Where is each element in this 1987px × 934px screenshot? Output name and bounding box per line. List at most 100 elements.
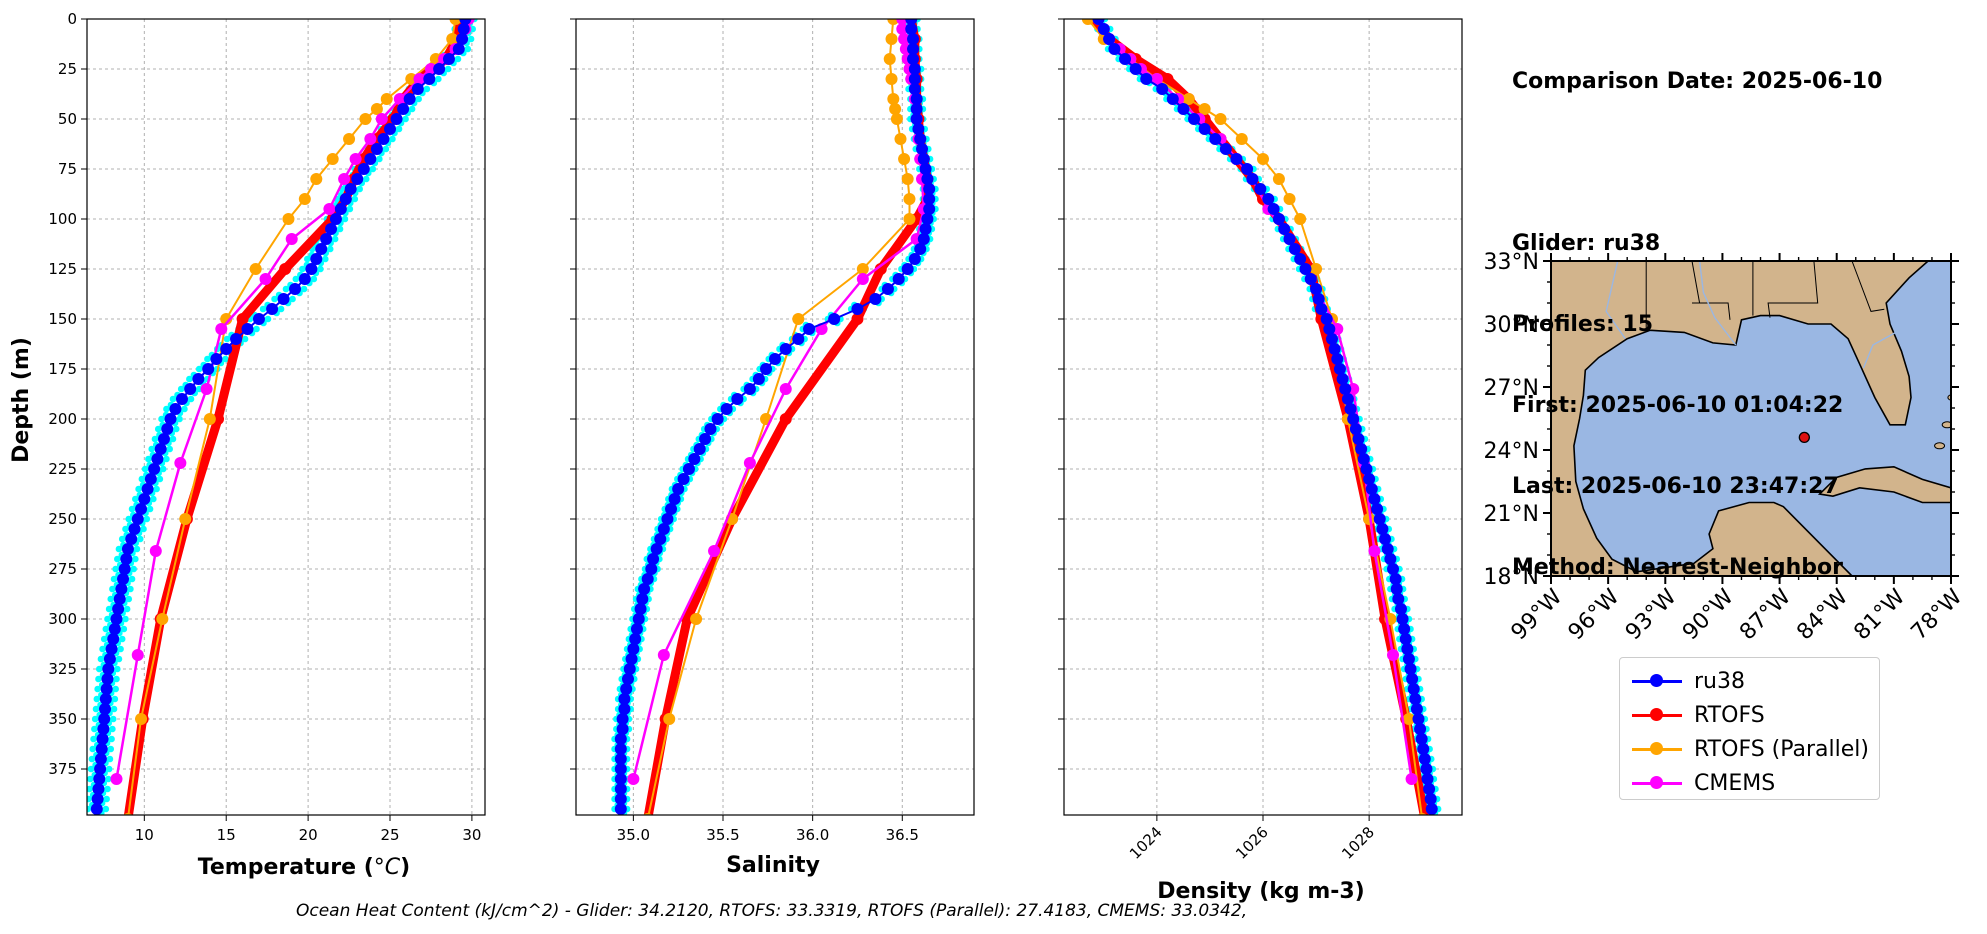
rtofs-parallel-point [1310, 263, 1323, 275]
ru38-point [1129, 63, 1142, 75]
ru38-point [138, 493, 151, 505]
glider-raw-point [111, 695, 119, 703]
temperature-panel: 0 25 50 75 100 125 150 175 200 225 250 275 300 325 350… [48, 10, 486, 844]
ru38-point [339, 193, 352, 205]
glider-raw-point [341, 215, 349, 223]
ru38-point [1333, 363, 1346, 375]
x-tick-label: 30 [462, 826, 481, 844]
glider-raw-point [130, 565, 137, 573]
ru38-point [912, 123, 925, 135]
ru38-point [1399, 633, 1412, 645]
glider-raw-point [169, 435, 177, 443]
ru38-point [630, 623, 643, 635]
ru38-point [107, 633, 120, 645]
rtofs-parallel-point [203, 413, 216, 425]
ru38-point [94, 763, 107, 775]
glider-raw-point [136, 535, 144, 543]
glider-raw-point [389, 135, 396, 143]
cmems-point [1405, 773, 1418, 785]
glider-raw-point [464, 45, 472, 53]
state-border [1851, 261, 1885, 312]
rtofs-point [779, 413, 792, 425]
rtofs-parallel-point [890, 113, 903, 125]
ru38-point [1414, 723, 1427, 735]
cmems-point [393, 93, 406, 105]
island [1934, 442, 1946, 450]
cmems-point [743, 457, 756, 469]
y-tick-label: 325 [48, 660, 77, 678]
rtofs-point [681, 613, 694, 625]
ru38-point [95, 743, 108, 755]
ru38-point [113, 593, 126, 605]
ru38-point [433, 63, 446, 75]
axes-frame [575, 18, 975, 816]
glider-raw-point [93, 695, 101, 703]
ru38-point [1246, 173, 1259, 185]
ru38-point [1401, 643, 1414, 655]
ru38-point [334, 203, 347, 215]
glider-raw-point [158, 415, 165, 423]
ru38-point [641, 573, 654, 585]
ru38-point [654, 533, 667, 545]
ru38-point [881, 283, 894, 295]
rtofs-parallel-point [903, 213, 916, 225]
ru38-point [752, 373, 765, 385]
ru38-point [117, 573, 130, 585]
ru38-point [184, 383, 197, 395]
cmems-point [110, 773, 123, 785]
ru38-point [908, 253, 921, 265]
ru38-point [305, 263, 318, 275]
ru38-point [634, 603, 647, 615]
x-tick-label: 1028 [1338, 823, 1378, 863]
rtofs-parallel-point [449, 19, 462, 25]
ru38-point [677, 473, 690, 485]
glider-raw-point [322, 255, 329, 263]
glider-raw-point [133, 545, 141, 553]
ru38-point [1177, 103, 1190, 115]
x-tick-label: 36.5 [886, 826, 919, 844]
legend-item-ru38: ru38 [1632, 666, 1745, 696]
comparison-info: Comparison Date: 2025-06-10 Glider: ru38… [1512, 14, 1882, 608]
ru38-point [96, 733, 109, 745]
ru38-point [1278, 223, 1291, 235]
ru38-point [357, 163, 370, 175]
glider-raw-point [109, 725, 116, 733]
ru38-point [1379, 533, 1392, 545]
ru38-point [108, 623, 121, 635]
glider-raw-point [362, 175, 370, 183]
glider-raw-point [102, 805, 110, 813]
ru38-point [1230, 153, 1243, 165]
glider-raw-point [87, 775, 94, 783]
ru38-point [1312, 293, 1325, 305]
rtofs-parallel-point [894, 133, 907, 145]
ru38-point [1288, 243, 1301, 255]
x-tick-label: 35.5 [706, 826, 739, 844]
y-tick-label: 0 [67, 10, 77, 28]
glider-raw-point [282, 285, 290, 293]
y-tick-label: 350 [48, 710, 77, 728]
legend-label: CMEMS [1694, 770, 1776, 796]
ru38-point [919, 163, 932, 175]
ru38-point [1283, 233, 1296, 245]
rtofs-parallel-point [326, 153, 339, 165]
x-axis-label-density: Density (kg m-3) [1157, 879, 1365, 904]
ru38-point [1373, 513, 1386, 525]
rtofs-parallel-point [690, 613, 703, 625]
glider-raw-point [90, 735, 97, 743]
ru38-point [661, 513, 674, 525]
glider-raw-point [104, 785, 111, 793]
ru38-point [100, 683, 113, 695]
ru38-point [1394, 603, 1407, 615]
ru38-point [1347, 413, 1360, 425]
ru38-point [115, 583, 128, 595]
glider-raw-point [114, 555, 121, 563]
glider-raw-point [95, 675, 102, 683]
ru38-point [1325, 333, 1338, 345]
glider-raw-point [92, 705, 100, 713]
glider-raw-point [141, 465, 149, 473]
ru38-point [621, 673, 634, 685]
rtofs-point [236, 313, 249, 325]
glider-raw-point [177, 385, 185, 393]
glider-raw-point [187, 395, 195, 403]
glider-raw-point [148, 445, 155, 453]
